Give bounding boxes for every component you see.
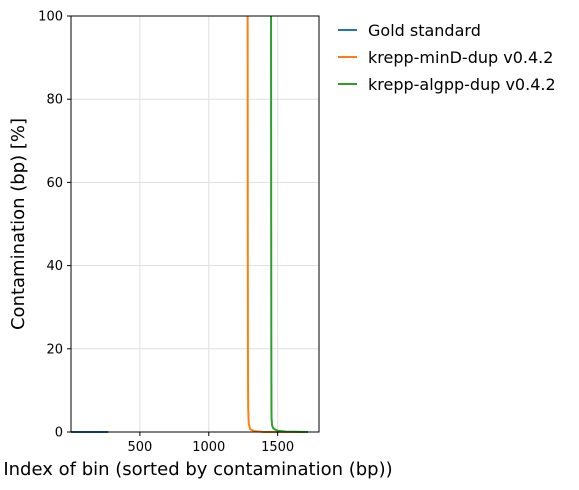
series-line-3 (270, 15, 308, 433)
y-tick-label: 20 (46, 342, 63, 357)
x-tick-label: 1000 (192, 440, 225, 455)
y-tick-label: 40 (46, 259, 63, 274)
legend-label-2: krepp-minD-dup v0.4.2 (368, 48, 553, 67)
series-lines (71, 15, 308, 433)
y-tick-label: 100 (38, 10, 63, 25)
x-axis-title: Index of bin (sorted by contamination (b… (3, 459, 392, 480)
legend: Gold standard krepp-minD-dup v0.4.2 krepp-… (338, 21, 556, 94)
axis-ticks: 500 1000 1500 0 20 40 60 80 100 (38, 10, 294, 456)
y-axis-title: Contamination (bp) [%] (8, 118, 29, 330)
series-line-2 (246, 15, 306, 433)
x-tick-label: 1500 (261, 440, 294, 455)
y-tick-label: 80 (46, 93, 63, 108)
grid-lines (71, 15, 319, 433)
plot-frame (70, 15, 320, 433)
y-tick-label: 0 (55, 426, 63, 441)
legend-label-1: Gold standard (368, 21, 481, 40)
x-tick-label: 500 (127, 440, 152, 455)
y-tick-label: 60 (46, 176, 63, 191)
legend-label-3: krepp-algpp-dup v0.4.2 (368, 75, 556, 94)
